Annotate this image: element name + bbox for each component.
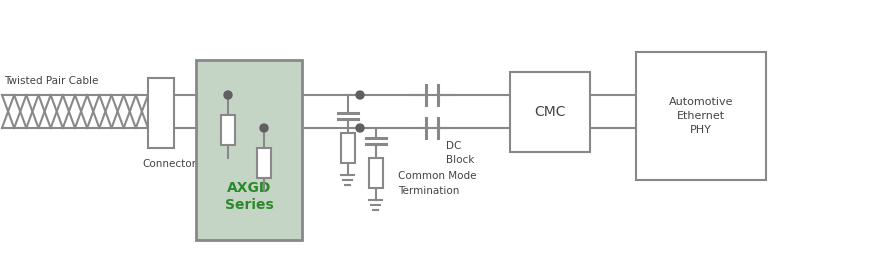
Bar [196, 60, 302, 240]
Bar [368, 158, 382, 188]
Text: Connector: Connector [142, 159, 196, 169]
Bar [635, 52, 765, 180]
Text: AXGD: AXGD [227, 181, 271, 195]
Bar [341, 133, 355, 163]
Bar [148, 78, 174, 148]
Text: Series: Series [224, 198, 273, 212]
Text: Twisted Pair Cable: Twisted Pair Cable [4, 76, 98, 86]
Text: Ethernet: Ethernet [676, 111, 724, 121]
Circle shape [223, 91, 232, 99]
Bar [256, 148, 270, 178]
Text: DC: DC [446, 141, 461, 151]
Text: Automotive: Automotive [668, 97, 733, 107]
Text: Block: Block [446, 155, 474, 165]
Text: CMC: CMC [534, 105, 565, 119]
Circle shape [355, 91, 363, 99]
Text: Common Mode: Common Mode [397, 171, 476, 181]
Circle shape [260, 124, 268, 132]
Text: PHY: PHY [689, 125, 711, 135]
Circle shape [355, 124, 363, 132]
Bar [221, 115, 235, 145]
Bar [509, 72, 589, 152]
Text: Termination: Termination [397, 186, 459, 196]
